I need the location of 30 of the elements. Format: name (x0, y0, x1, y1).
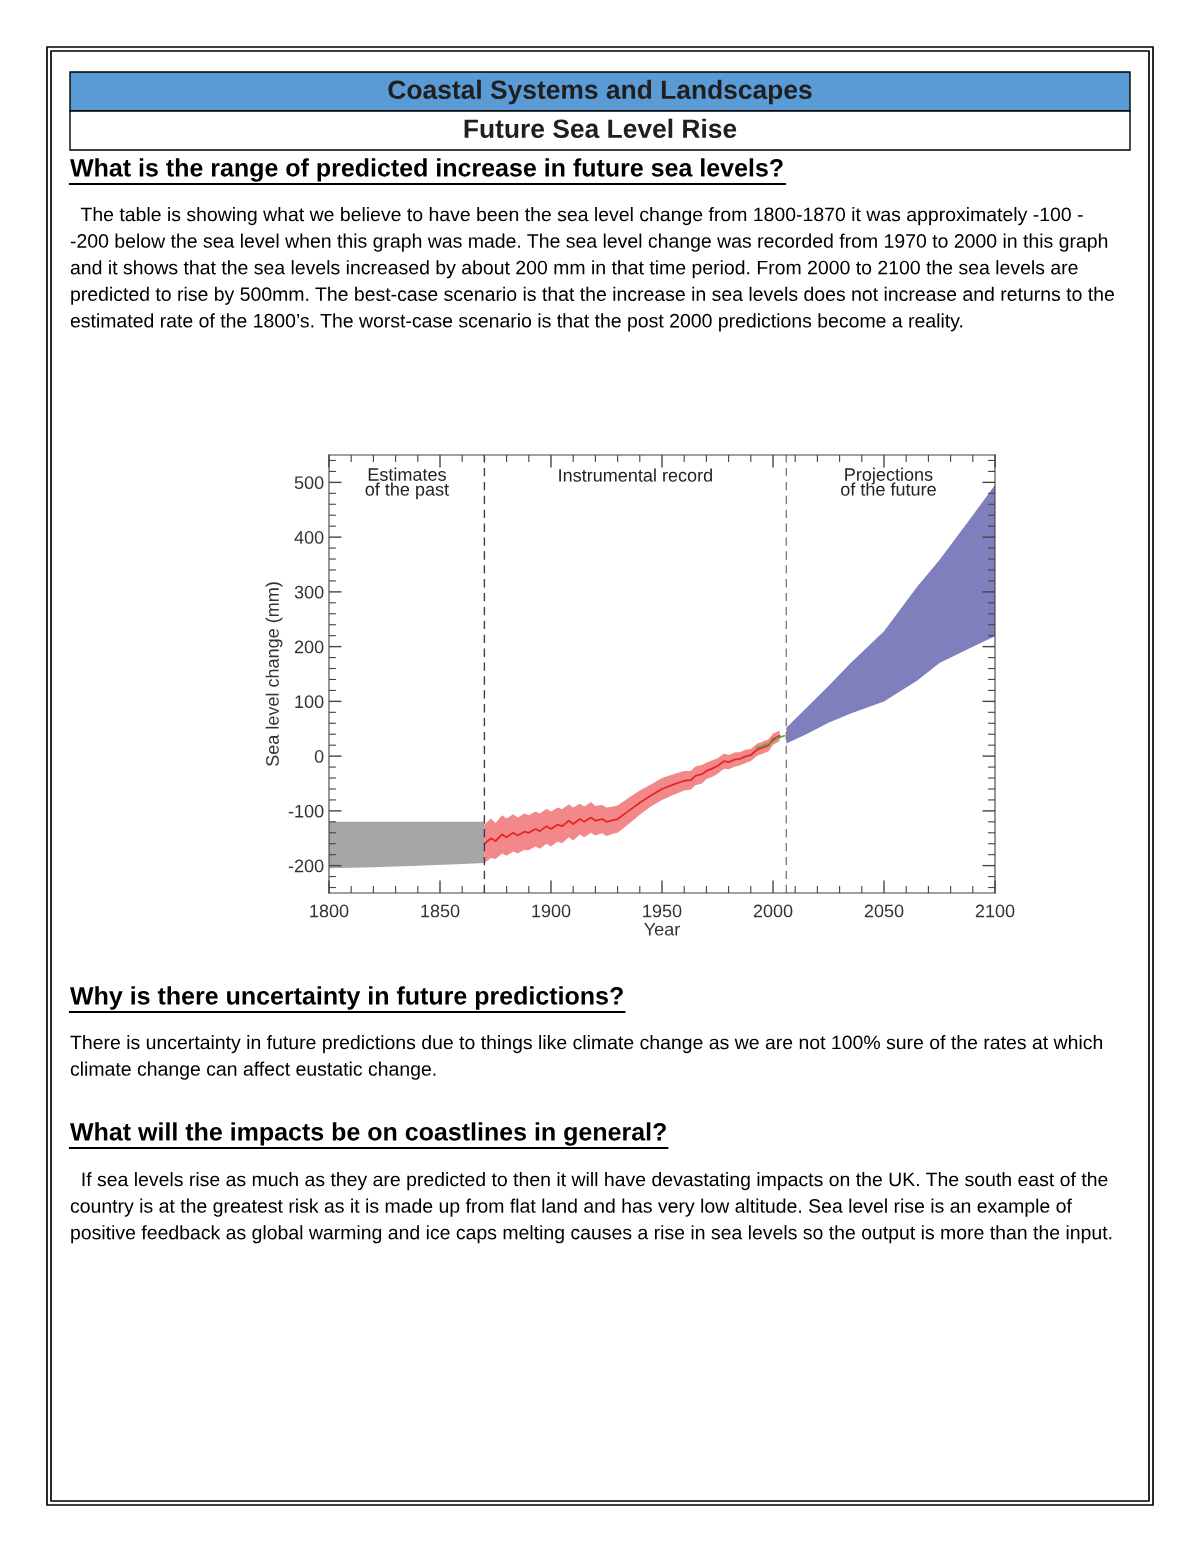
y-tick-label: 200 (294, 640, 324, 654)
x-tick-label: 2050 (864, 904, 904, 918)
x-tick-label: 2100 (975, 904, 1015, 918)
x-tick-label: 1950 (643, 904, 682, 918)
chart-title: Coastal Systems and Landscapes (388, 79, 812, 105)
text: What is the range of predicted increase in future sea levels? (70, 158, 783, 182)
text: Why is there uncertainty in future predictions? (70, 986, 623, 1010)
y-tick-label: 300 (294, 585, 324, 599)
y-axis-title: Sea level change (mm) (265, 582, 283, 766)
y-tick-label: 0 (314, 750, 324, 763)
x-tick-label: 2000 (753, 904, 793, 918)
x-tick-label: 1800 (310, 904, 349, 918)
x-tick-label: 1900 (532, 904, 571, 918)
text: There is uncertainty in future predictions due to things like climate change as we are not 100% sure of the rates at which climate change can affect eustatic change. (70, 1035, 1103, 1080)
y-tick-label: 400 (294, 531, 324, 544)
y-tick-label: -100 (288, 804, 324, 818)
text: If sea levels rise as much as they are predicted to then it will have devastating impacts on the UK. The south east of the country is at the greatest risk as it is made up from flat land and has very low altitude. Sea level rise is an example of positive feedback as global warming and ice caps melting causes a rise in sea levels so the output is more than the input. (70, 1172, 1112, 1244)
y-tick-label: -200 (288, 859, 324, 873)
annotation: Instrumental record (559, 468, 712, 482)
line-series (756, 734, 786, 749)
chart-subtitle: Future Sea Level Rise (464, 118, 737, 139)
x-tick-label: 1850 (421, 904, 460, 918)
y-tick-label: 500 (294, 476, 324, 490)
annotation: Projections of the future (841, 467, 936, 496)
annotation: Estimates of the past (365, 467, 449, 500)
text: The table is showing what we believe to have been the sea level change from 1800-1870 it was approximately -100 - -200 below the sea level when this graph was made. The sea level change was recorded from 1970 to 2000 in this graph and it shows that the sea levels increased by about 200 mm in that time period. From 2000 to 2100 the sea levels are predicted to rise by 500mm. The best-case scenario is that the increase in sea levels does not increase and returns to the estimated rate of the 1800’s. The worst-case scenario is that the post 2000 predictions become a reality. (70, 207, 1114, 332)
text: What will the impacts be on coastlines in general? (70, 1122, 666, 1146)
x-axis-title: Year (644, 922, 680, 936)
line-series (483, 734, 781, 845)
y-tick-label: 100 (295, 695, 324, 709)
